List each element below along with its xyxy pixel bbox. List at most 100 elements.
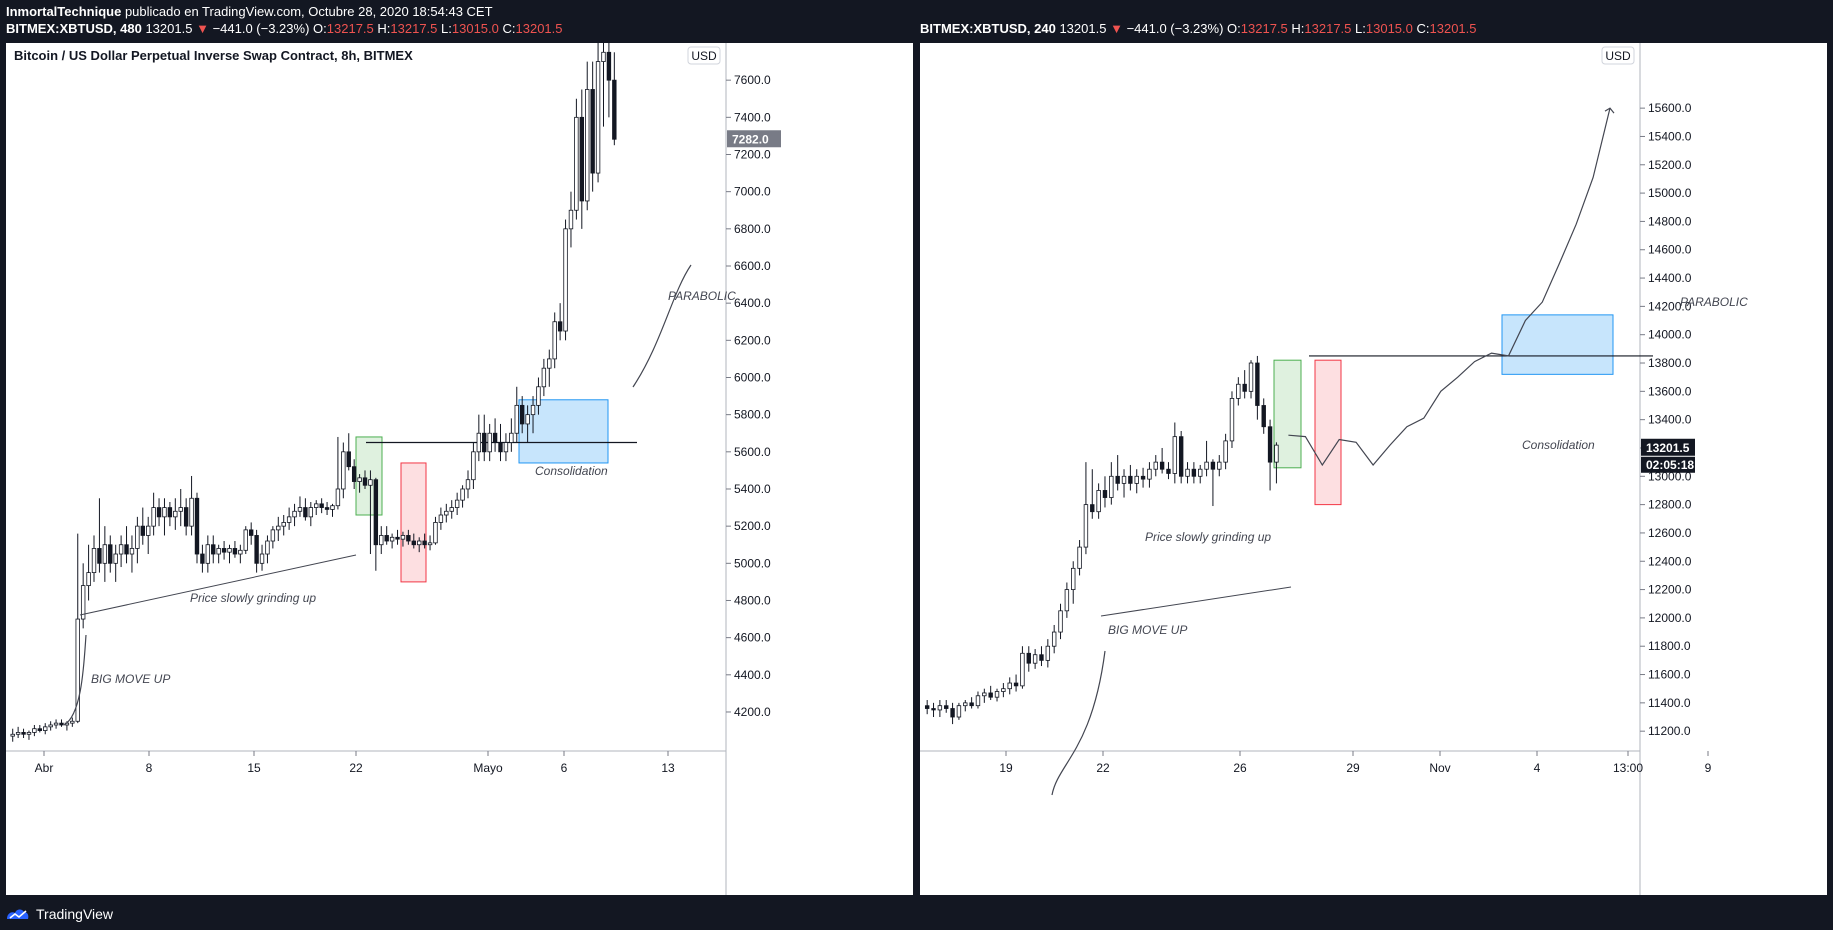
footer: TradingView	[6, 902, 113, 926]
left-h-label: H:	[377, 21, 391, 36]
left-c-label: C:	[502, 21, 516, 36]
y-tick-label: 14200.0	[1648, 299, 1692, 313]
left-open: 13217.5	[326, 21, 374, 36]
annotation-label: Consolidation	[1522, 438, 1595, 452]
candle-body	[395, 536, 400, 540]
y-tick-label: 7600.0	[734, 73, 771, 87]
candle-body	[612, 79, 617, 140]
candle-body	[487, 432, 492, 453]
candle-body	[205, 544, 211, 564]
author-name[interactable]: InmortalTechnique	[6, 4, 122, 19]
right-chart-svg[interactable]: 15600.0 15400.0 15200.0 15000.0 14800.0 14600…	[920, 43, 1827, 895]
candle-body	[552, 321, 557, 360]
candle-body	[1026, 652, 1031, 664]
chart-title: Bitcoin / US Dollar Perpetual Inverse Sw…	[14, 48, 413, 63]
candle-body	[232, 548, 238, 555]
trend-line	[79, 554, 357, 616]
candle-body	[574, 116, 579, 211]
right-chart-panel[interactable]: 15600.0 15400.0 15200.0 15000.0 14800.0 14600…	[920, 43, 1827, 895]
candle-body	[129, 548, 135, 555]
candle-body	[1267, 426, 1273, 463]
y-tick-label: 14000.0	[1648, 328, 1692, 342]
candle-body	[950, 708, 955, 718]
candle-body	[281, 522, 286, 527]
candle-body	[417, 540, 422, 546]
left-chart-panel[interactable]: 7600.0 7400.0 7200.0 7000.0 6800.0 6600.0 6400…	[6, 43, 913, 895]
candle-body	[97, 548, 102, 564]
candle-body	[15, 732, 21, 735]
candle-body	[124, 544, 129, 555]
y-tick-label: 7400.0	[734, 110, 771, 124]
candle-body	[963, 702, 968, 707]
candle-body	[194, 497, 200, 555]
candle-body	[1166, 468, 1171, 474]
y-tick-label: 13000.0	[1648, 469, 1692, 483]
candle-body	[80, 585, 86, 620]
brand-name[interactable]: TradingView	[36, 906, 114, 922]
candle-body	[994, 691, 1000, 698]
candle-body	[956, 705, 962, 718]
y-tick-label: 12800.0	[1648, 498, 1692, 512]
left-chart-svg[interactable]: 7600.0 7400.0 7200.0 7000.0 6800.0 6600.0 6400…	[6, 43, 913, 895]
time-badge-box	[1641, 456, 1695, 473]
y-tick-label: 5600.0	[734, 445, 771, 459]
candle-body	[200, 553, 205, 564]
candle-body	[351, 466, 357, 482]
candle-body	[1242, 383, 1247, 392]
candle-body	[189, 497, 194, 527]
currency-badge-box	[1601, 46, 1635, 65]
candle-body	[1178, 436, 1184, 477]
candle-body	[530, 404, 536, 416]
right-h-label: H:	[1291, 21, 1305, 36]
candle-body	[460, 488, 465, 501]
candle-body	[1121, 475, 1127, 484]
candle-body	[303, 507, 308, 518]
right-open: 13217.5	[1240, 21, 1288, 36]
candle-body	[601, 51, 606, 62]
candle-body	[433, 522, 438, 544]
candle-body	[108, 544, 113, 564]
left-change-arrow-icon: ▼	[196, 21, 209, 36]
candle-body	[162, 507, 167, 518]
x-tick-label: 15	[247, 761, 261, 775]
right-close: 13201.5	[1429, 21, 1477, 36]
candle-body	[346, 451, 351, 468]
candle-body	[32, 728, 37, 733]
red-zone-box	[400, 462, 427, 583]
candle-body	[335, 488, 341, 507]
candle-body	[216, 548, 221, 555]
candle-body	[113, 553, 118, 564]
candle-body	[1159, 461, 1165, 470]
y-tick-label: 5200.0	[734, 519, 771, 533]
candle-body	[341, 451, 346, 490]
annotation-arrow	[63, 634, 87, 726]
candle-body	[519, 404, 525, 425]
y-tick-label: 12600.0	[1648, 526, 1692, 540]
y-tick-label: 7200.0	[734, 147, 771, 161]
y-tick-label: 14600.0	[1648, 243, 1692, 257]
candle-body	[286, 516, 292, 523]
y-tick-label: 6000.0	[734, 370, 771, 384]
annotation-label: BIG MOVE UP	[91, 672, 170, 686]
candle-body	[509, 432, 514, 443]
y-tick-label: 6200.0	[734, 333, 771, 347]
candle-body	[86, 572, 91, 587]
candle-body	[102, 544, 108, 564]
right-symbol[interactable]: BITMEX:XBTUSD, 240	[920, 21, 1056, 36]
x-tick-label: 6	[561, 761, 568, 775]
left-symbol[interactable]: BITMEX:XBTUSD, 480	[6, 21, 142, 36]
currency-badge: USD	[1605, 49, 1631, 63]
candle-body	[48, 724, 53, 728]
y-tick-label: 15000.0	[1648, 186, 1692, 200]
candle-body	[557, 321, 563, 332]
y-tick-label: 4800.0	[734, 593, 771, 607]
annotation-label: PARABOLIC	[668, 289, 736, 303]
left-l-label: L:	[441, 21, 452, 36]
y-tick-label: 15400.0	[1648, 129, 1692, 143]
candle-body	[931, 708, 936, 711]
candle-body	[357, 477, 362, 482]
left-change: −441.0 (−3.23%)	[212, 21, 310, 36]
candle-body	[292, 510, 297, 518]
x-tick-label: 13:00	[1613, 761, 1643, 775]
candle-body	[1013, 682, 1019, 687]
